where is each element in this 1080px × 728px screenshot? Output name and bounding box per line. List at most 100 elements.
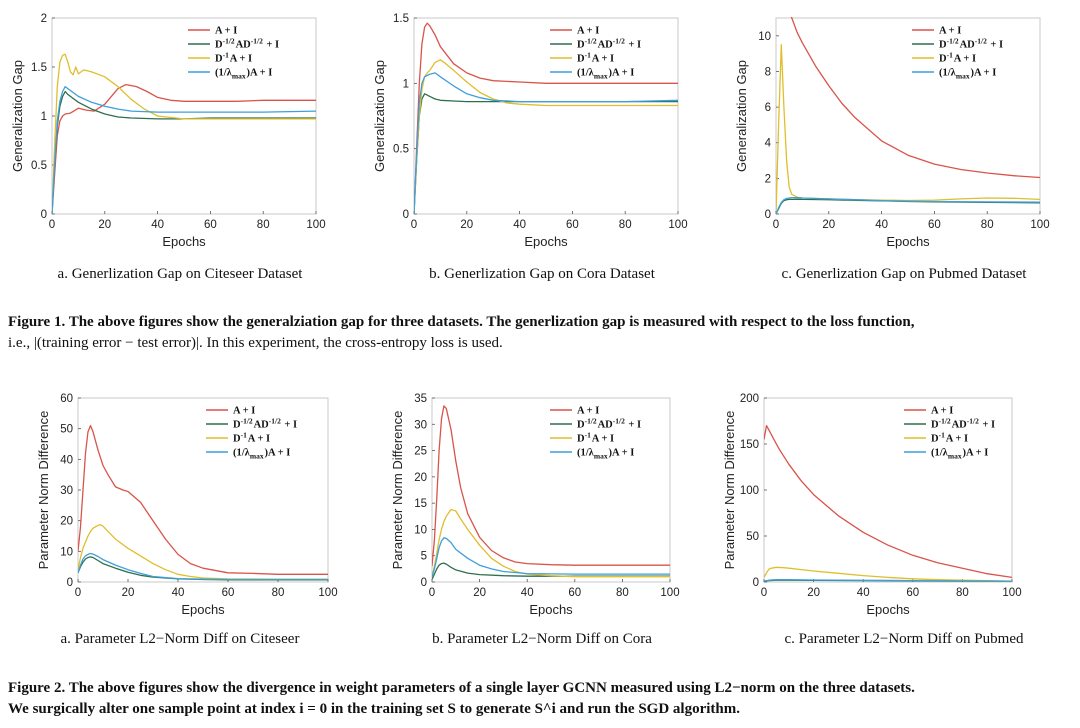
- legend-label-green: D-1/2 AD-1/2 + I: [931, 417, 995, 431]
- x-tick-label: 40: [521, 587, 534, 599]
- x-tick-label: 20: [473, 587, 486, 599]
- legend-label-green: D-1/2 AD-1/2 + I: [577, 37, 641, 51]
- series-line-yellow: [432, 508, 670, 578]
- subcaption-pubmed-gap: c. Generlization Gap on Pubmed Dataset: [781, 266, 1027, 282]
- subcaption-cora-norm: b. Parameter L2−Norm Diff on Cora: [432, 631, 652, 647]
- x-tick-label: 60: [204, 219, 217, 231]
- series-line-yellow: [414, 59, 678, 215]
- legend-label-yellow: D-1 A + I: [577, 431, 614, 445]
- y-axis-label: Generalization Gap: [734, 60, 749, 172]
- legend-label-red: A + I: [215, 26, 237, 37]
- y-tick-label: 100: [740, 485, 759, 497]
- x-tick-label: 0: [761, 587, 767, 599]
- y-tick-label: 40: [60, 454, 73, 466]
- chart-pubmed-gap: 0 20 40 60 80 100 0 2 4 6 8 10 Epochs Generalization …: [734, 6, 1074, 256]
- y-axis-label: Parameter Norm Difference: [722, 411, 737, 570]
- plot-area: [431, 397, 671, 583]
- plot-area: [775, 17, 1041, 215]
- legend-label-green: D-1/2 AD-1/2 + I: [233, 417, 297, 431]
- y-tick-label: 4: [765, 138, 772, 150]
- chart-cora-norm: 0 20 40 60 80 100 0 5 10 15 20 25 30 35 Epochs Paramete…: [372, 390, 712, 630]
- subcaption-cora-gap: b. Generlization Gap on Cora Dataset: [429, 266, 655, 282]
- chart-pubmed-norm: 0 20 40 60 80 100 0 50 100 150 200 Epochs Parameter …: [722, 390, 1074, 630]
- series-line-red: [78, 424, 328, 575]
- x-tick-label: 60: [906, 587, 919, 599]
- plot-area: [763, 397, 1013, 583]
- y-tick-label: 6: [765, 102, 771, 114]
- x-tick-label: 60: [928, 219, 941, 231]
- x-axis-label: Epochs: [529, 602, 573, 617]
- figure1-caption-line1: Figure 1. The above figures show the gen…: [8, 314, 915, 330]
- x-tick-label: 80: [616, 587, 629, 599]
- legend-label-red: A + I: [577, 406, 599, 417]
- figure2-caption: Figure 2. The above figures show the div…: [8, 678, 1076, 720]
- legend-label-blue: (1/λmax )A + I: [931, 448, 988, 461]
- x-tick-label: 40: [857, 587, 870, 599]
- legend: A + ID-1/2 AD-1/2 + ID-1 A + I (1/λmax )A…: [912, 26, 1003, 81]
- legend-label-yellow: D-1 A + I: [233, 431, 270, 445]
- y-tick-label: 60: [60, 393, 73, 405]
- chart-cora-gap: 0 20 40 60 80 100 0 0.5 1 1.5 Epochs Generalization…: [372, 6, 712, 256]
- legend: A + ID-1/2 AD-1/2 + ID-1 A + I (1/λmax )A…: [550, 26, 641, 81]
- x-tick-label: 40: [151, 219, 164, 231]
- x-axis-label: Epochs: [866, 602, 910, 617]
- x-tick-label: 60: [566, 219, 579, 231]
- series-line-blue: [764, 579, 1012, 582]
- y-tick-label: 8: [765, 66, 771, 78]
- x-tick-label: 20: [460, 219, 473, 231]
- series-line-blue: [776, 196, 1040, 215]
- legend-label-blue: (1/λmax )A + I: [577, 448, 634, 461]
- y-tick-label: 1: [41, 111, 47, 123]
- x-tick-label: 0: [429, 587, 435, 599]
- y-axis-label: Generalization Gap: [10, 60, 25, 172]
- y-tick-label: 30: [414, 419, 427, 431]
- series-line-yellow: [52, 53, 316, 215]
- legend-label-yellow: D-1 A + I: [939, 51, 976, 65]
- legend-label-blue: (1/λmax )A + I: [939, 68, 996, 81]
- series-line-blue: [432, 537, 670, 577]
- y-tick-label: 10: [60, 546, 73, 558]
- legend-label-blue: (1/λmax )A + I: [215, 68, 272, 81]
- y-tick-label: 20: [414, 472, 427, 484]
- series-line-red: [414, 22, 678, 215]
- x-axis-label: Epochs: [524, 234, 568, 249]
- y-tick-label: 10: [414, 524, 427, 536]
- x-axis-label: Epochs: [162, 234, 206, 249]
- x-tick-label: 60: [568, 587, 581, 599]
- legend-label-blue: (1/λmax )A + I: [233, 448, 290, 461]
- y-tick-label: 30: [60, 485, 73, 497]
- plot-area: [77, 397, 329, 583]
- x-tick-label: 100: [668, 219, 687, 231]
- x-tick-label: 60: [222, 587, 235, 599]
- y-tick-label: 10: [758, 31, 771, 43]
- x-axis-label: Epochs: [886, 234, 930, 249]
- legend-label-yellow: D-1 A + I: [931, 431, 968, 445]
- legend-label-blue: (1/λmax )A + I: [577, 68, 634, 81]
- x-tick-label: 100: [1002, 587, 1021, 599]
- x-tick-label: 40: [513, 219, 526, 231]
- legend-label-green: D-1/2 AD-1/2 + I: [939, 37, 1003, 51]
- y-tick-label: 1.5: [31, 62, 47, 74]
- x-axis-label: Epochs: [181, 602, 225, 617]
- x-tick-label: 80: [619, 219, 632, 231]
- x-tick-label: 20: [122, 587, 135, 599]
- series-line-red: [790, 17, 1040, 179]
- legend-label-red: A + I: [233, 406, 255, 417]
- x-tick-label: 80: [956, 587, 969, 599]
- y-tick-label: 35: [414, 393, 427, 405]
- series-line-red: [764, 424, 1012, 579]
- legend: A + ID-1/2 AD-1/2 + ID-1 A + I (1/λmax )A…: [206, 406, 297, 461]
- x-tick-label: 20: [822, 219, 835, 231]
- figure2-caption-line1: Figure 2. The above figures show the div…: [8, 680, 915, 696]
- x-tick-label: 40: [875, 219, 888, 231]
- legend-label-red: A + I: [931, 406, 953, 417]
- x-tick-label: 100: [306, 219, 325, 231]
- y-tick-label: 200: [740, 393, 759, 405]
- series-line-blue: [414, 72, 678, 215]
- x-tick-label: 80: [257, 219, 270, 231]
- subcaption-citeseer-gap: a. Generlization Gap on Citeseer Dataset: [57, 266, 303, 282]
- legend-label-red: A + I: [939, 26, 961, 37]
- y-tick-label: 20: [60, 516, 73, 528]
- series-line-red: [52, 83, 316, 215]
- series-line-yellow: [764, 566, 1012, 582]
